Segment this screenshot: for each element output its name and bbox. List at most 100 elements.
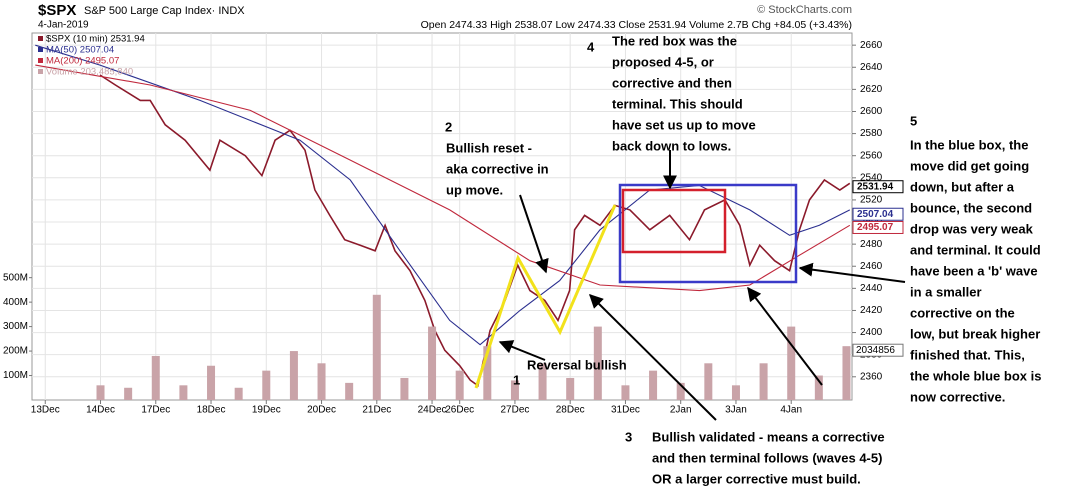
annotation-text: down, but after a	[910, 179, 1015, 194]
legend-label: Volume 203,485,840	[46, 67, 133, 78]
volume-bar	[96, 385, 105, 400]
annotation-text: OR a larger corrective must build.	[652, 471, 861, 486]
legend-swatch	[38, 58, 43, 63]
volume-bar	[400, 377, 409, 400]
volume-bar	[731, 385, 740, 400]
volume-bar	[566, 377, 575, 400]
volume-bar	[317, 363, 326, 400]
wave-zigzag	[474, 204, 617, 389]
y-tick-label: 2620	[860, 84, 883, 95]
blue-box	[618, 183, 798, 284]
annotation-text: aka corrective in	[446, 161, 549, 176]
x-tick-label: 31Dec	[611, 405, 640, 416]
annotation-text: The red box was the	[612, 33, 737, 48]
volume-bar	[289, 351, 298, 400]
y2-tick-label: 500M	[3, 272, 28, 283]
last-value-box	[852, 207, 904, 221]
annotation-text: now corrective.	[910, 389, 1005, 404]
x-tick-label: 27Dec	[500, 405, 529, 416]
arrow	[747, 286, 823, 386]
x-tick-label: 24Dec	[418, 405, 447, 416]
annotation-number: 3	[625, 429, 632, 444]
y2-tick-label: 300M	[3, 321, 28, 332]
volume-bar	[428, 326, 437, 400]
last-volume-label: 2034856	[856, 345, 895, 356]
arrow	[498, 340, 546, 361]
annotation-number: 2	[445, 119, 452, 134]
annotation-text: and then terminal follows (waves 4-5)	[652, 450, 882, 465]
annotation-number: 1	[513, 372, 520, 387]
price-line	[35, 64, 851, 292]
legend-swatch	[38, 69, 43, 74]
annotation-text: have been a 'b' wave	[910, 263, 1038, 278]
volume-bar	[621, 385, 630, 400]
annotation-text: In the blue box, the	[910, 137, 1028, 152]
last-value-label: 2495.07	[857, 222, 894, 233]
annotation-text: Bullish reset -	[446, 140, 532, 155]
annotation-text: corrective on the	[910, 305, 1015, 320]
volume-bar	[538, 363, 547, 400]
x-tick-label: 18Dec	[197, 405, 226, 416]
volume-bar	[234, 387, 243, 400]
plot-frame	[31, 32, 853, 401]
x-tick-label: 3Jan	[725, 405, 747, 416]
last-value-box	[852, 220, 904, 234]
y-tick-label: 2480	[860, 239, 883, 250]
volume-bar	[151, 355, 160, 400]
volume-bar	[842, 346, 851, 400]
volume-bar	[262, 370, 271, 400]
x-tick-label: 13Dec	[31, 405, 60, 416]
last-value-box	[852, 180, 904, 194]
y2-tick-label: 100M	[3, 370, 28, 381]
annotation-text: drop was very weak	[910, 221, 1034, 236]
volume-bar	[345, 382, 354, 400]
annotation-text: Bullish validated - means a corrective	[652, 429, 885, 444]
volume-bar	[372, 294, 381, 400]
annotation-text: finished that. This,	[910, 347, 1025, 362]
annotation-text: move did get going	[910, 158, 1029, 173]
last-volume-box	[852, 343, 904, 357]
arrow	[519, 194, 549, 274]
volume-bar	[593, 326, 602, 400]
y-tick-label: 2640	[860, 62, 883, 73]
y2-tick-label: 400M	[3, 297, 28, 308]
last-value-label: 2507.04	[857, 209, 894, 220]
x-tick-label: 2Jan	[670, 405, 692, 416]
y-tick-label: 2600	[860, 106, 883, 117]
annotation-text: in a smaller	[910, 284, 982, 299]
annotation-text: up move.	[446, 182, 503, 197]
annotation-number: 5	[910, 113, 917, 128]
x-tick-label: 26Dec	[445, 405, 474, 416]
x-tick-label: 28Dec	[556, 405, 585, 416]
y-tick-label: 2540	[860, 172, 883, 183]
chart-subtitle: S&P 500 Large Cap Index· INDX	[84, 5, 245, 17]
annotation-text: and terminal. It could	[910, 242, 1041, 257]
y-tick-label: 2460	[860, 261, 883, 272]
source: © StockCharts.com	[757, 4, 852, 16]
legend-swatch	[38, 36, 43, 41]
y-tick-label: 2520	[860, 195, 883, 206]
y-tick-label: 2360	[860, 371, 883, 382]
annotation-number: 4	[587, 39, 595, 54]
price-line	[35, 44, 851, 346]
annotation-text: Reversal bullish	[527, 357, 627, 372]
legend-label: MA(200) 2495.07	[46, 56, 119, 67]
legend-label: $SPX (10 min) 2531.94	[46, 34, 145, 45]
annotation-text: have set us up to move	[612, 117, 756, 132]
x-tick-label: 21Dec	[362, 405, 391, 416]
arrow	[589, 294, 717, 421]
volume-bar	[207, 365, 216, 400]
annotation-text: proposed 4-5, or	[612, 54, 714, 69]
chart-title: $SPX	[38, 2, 76, 19]
annotation-text: terminal. This should	[612, 96, 743, 111]
volume-bar	[649, 370, 658, 400]
legend-swatch	[38, 47, 43, 52]
volume-bar	[455, 370, 464, 400]
y-tick-label: 2400	[860, 327, 883, 338]
x-tick-label: 20Dec	[307, 405, 336, 416]
volume-bar	[510, 380, 519, 400]
volume-bar	[704, 363, 713, 400]
volume-bar	[787, 326, 796, 400]
